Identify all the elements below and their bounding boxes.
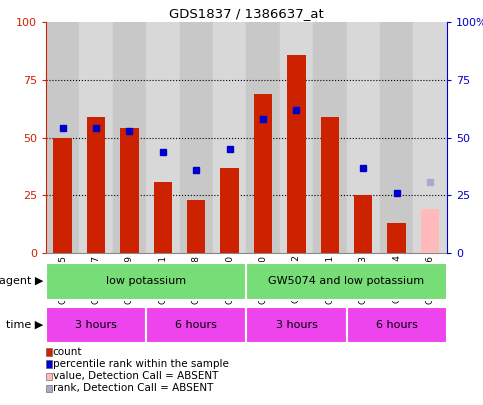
Bar [113, 22, 146, 253]
Bar [146, 22, 180, 253]
Bar [187, 200, 205, 253]
Text: value, Detection Call = ABSENT: value, Detection Call = ABSENT [53, 371, 218, 381]
Bar [380, 22, 413, 253]
Bar [79, 22, 113, 253]
Bar [146, 307, 246, 343]
Bar [347, 307, 447, 343]
Text: 3 hours: 3 hours [75, 320, 117, 330]
Text: low potassium: low potassium [106, 277, 186, 286]
Text: 3 hours: 3 hours [275, 320, 317, 330]
Bar [387, 223, 406, 253]
Text: time ▶: time ▶ [6, 320, 43, 330]
Bar [87, 117, 105, 253]
Bar [280, 22, 313, 253]
Bar [54, 138, 72, 253]
Bar [413, 22, 447, 253]
Bar [313, 22, 347, 253]
Bar [246, 22, 280, 253]
Text: percentile rank within the sample: percentile rank within the sample [53, 359, 228, 369]
Title: GDS1837 / 1386637_at: GDS1837 / 1386637_at [169, 7, 324, 20]
Bar [246, 263, 447, 300]
Text: GW5074 and low potassium: GW5074 and low potassium [269, 277, 425, 286]
Bar [213, 22, 246, 253]
Bar [354, 196, 372, 253]
Text: 6 hours: 6 hours [175, 320, 217, 330]
Bar [347, 22, 380, 253]
Bar [120, 128, 139, 253]
Bar [246, 307, 347, 343]
Text: agent ▶: agent ▶ [0, 277, 43, 286]
Bar [421, 209, 439, 253]
Bar [154, 181, 172, 253]
Text: rank, Detection Call = ABSENT: rank, Detection Call = ABSENT [53, 384, 213, 393]
Bar [46, 263, 246, 300]
Bar [46, 307, 146, 343]
Text: 6 hours: 6 hours [376, 320, 418, 330]
Bar [46, 22, 79, 253]
Text: count: count [53, 347, 82, 357]
Bar [220, 168, 239, 253]
Bar [254, 94, 272, 253]
Bar [287, 55, 306, 253]
Bar [180, 22, 213, 253]
Bar [321, 117, 339, 253]
